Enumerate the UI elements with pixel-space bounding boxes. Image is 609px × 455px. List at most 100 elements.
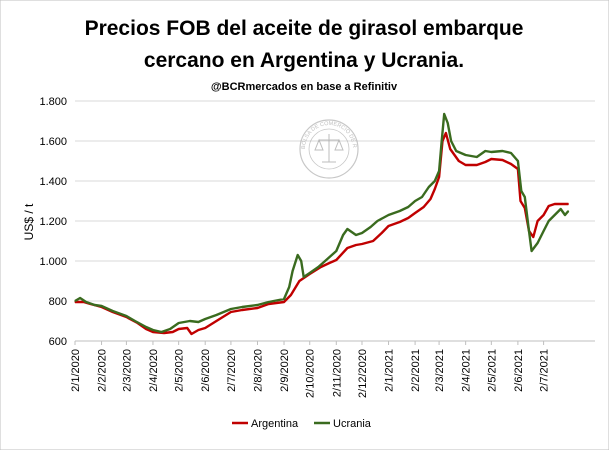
data-point-argentina [268, 303, 270, 305]
data-point-ucrania [283, 298, 285, 300]
data-point-ucrania [484, 150, 486, 152]
y-tick-label: 600 [49, 336, 67, 348]
data-point-argentina [387, 225, 390, 227]
data-point-argentina [152, 331, 154, 333]
data-point-argentina [423, 206, 425, 208]
data-point-argentina [145, 328, 147, 330]
data-point-ucrania [112, 310, 114, 312]
data-point-ucrania [297, 254, 299, 256]
data-point-argentina [484, 161, 486, 163]
x-tick-label: 2/2/2020 [97, 349, 109, 392]
data-point-ucrania [450, 140, 452, 142]
data-point-ucrania [465, 154, 467, 156]
chart-subtitle: @BCRmercados en base a Refinitiv [211, 81, 398, 93]
data-point-argentina [449, 148, 451, 150]
data-point-argentina [172, 331, 174, 333]
data-point-ucrania [447, 122, 449, 124]
data-point-ucrania [346, 228, 348, 230]
data-point-ucrania [567, 210, 570, 212]
data-point-ucrania [324, 260, 326, 262]
data-point-ucrania [125, 315, 127, 317]
data-point-argentina [414, 212, 416, 214]
data-point-ucrania [560, 208, 562, 210]
data-point-ucrania [407, 206, 409, 208]
data-point-ucrania [361, 232, 363, 234]
y-tick-label: 800 [49, 296, 67, 308]
data-point-argentina [197, 329, 199, 331]
x-tick-label: 2/3/2021 [434, 349, 446, 392]
data-point-argentina [256, 307, 259, 309]
data-point-ucrania [160, 331, 163, 333]
data-point-argentina [543, 214, 545, 216]
data-point-argentina [372, 240, 374, 242]
data-point-ucrania [476, 156, 478, 158]
data-point-argentina [290, 294, 292, 296]
legend-label-ucrania: Ucrania [333, 418, 372, 430]
data-point-argentina [438, 176, 440, 178]
data-point-ucrania [303, 276, 305, 278]
data-point-ucrania [292, 270, 294, 272]
data-point-ucrania [399, 210, 401, 212]
data-point-ucrania [204, 318, 206, 320]
data-point-argentina [215, 320, 217, 322]
series-layer [74, 112, 570, 336]
x-tick-label: 2/4/2020 [148, 349, 160, 392]
axes: 600 800 1.000 1.200 1.400 1.600 1.800 2/1/2020 2… [39, 96, 595, 398]
data-point-argentina [74, 301, 76, 303]
data-point-argentina [241, 309, 243, 311]
data-point-argentina [501, 159, 504, 161]
legend-label-argentina: Argentina [251, 418, 299, 430]
x-tick-label: 2/9/2020 [279, 349, 291, 392]
data-point-argentina [476, 164, 478, 166]
data-point-argentina [465, 164, 467, 166]
y-tick-label: 1.200 [39, 216, 67, 228]
data-point-ucrania [510, 152, 512, 154]
data-point-ucrania [335, 250, 337, 252]
data-point-argentina [204, 327, 206, 329]
data-point-argentina [178, 328, 180, 330]
y-tick-label: 1.600 [39, 136, 67, 148]
data-point-ucrania [342, 234, 344, 236]
data-point-ucrania [421, 196, 423, 198]
x-tick-label: 2/8/2020 [252, 349, 264, 392]
data-point-ucrania [543, 230, 545, 232]
data-point-ucrania [548, 220, 550, 222]
data-point-ucrania [74, 300, 76, 302]
data-point-argentina [429, 198, 432, 200]
data-point-ucrania [134, 320, 136, 322]
data-point-ucrania [531, 250, 533, 252]
x-tick-label: 2/5/2020 [174, 349, 186, 392]
data-point-ucrania [300, 260, 302, 262]
x-tick-label: 2/6/2021 [513, 349, 525, 392]
x-tick-label: 2/7/2021 [539, 349, 551, 392]
y-tick-label: 1.800 [39, 96, 67, 108]
data-point-argentina [434, 188, 436, 190]
chart-title-line-1: Precios FOB del aceite de girasol embarq… [85, 17, 524, 40]
data-point-ucrania [414, 200, 416, 202]
data-point-ucrania [524, 196, 526, 198]
data-point-ucrania [376, 220, 378, 222]
data-point-ucrania [564, 214, 566, 216]
data-point-ucrania [178, 322, 180, 324]
y-tick-label: 1.400 [39, 176, 67, 188]
data-point-ucrania [79, 297, 81, 299]
data-point-ucrania [288, 286, 290, 288]
data-point-ucrania [490, 151, 492, 153]
data-point-argentina [163, 332, 165, 334]
data-point-ucrania [241, 306, 243, 308]
data-point-ucrania [85, 301, 87, 303]
data-point-ucrania [355, 234, 357, 236]
data-point-argentina [190, 333, 193, 335]
x-tick-label: 2/3/2020 [121, 349, 133, 392]
chart-title-line-2: cercano en Argentina y Ucrania. [144, 49, 464, 72]
data-point-ucrania [169, 328, 171, 330]
data-point-argentina [510, 163, 512, 165]
data-point-argentina [519, 200, 522, 202]
data-point-argentina [381, 232, 383, 234]
data-point-ucrania [517, 160, 519, 162]
data-point-ucrania [438, 170, 440, 172]
data-point-argentina [490, 158, 492, 160]
data-point-ucrania [528, 230, 530, 232]
